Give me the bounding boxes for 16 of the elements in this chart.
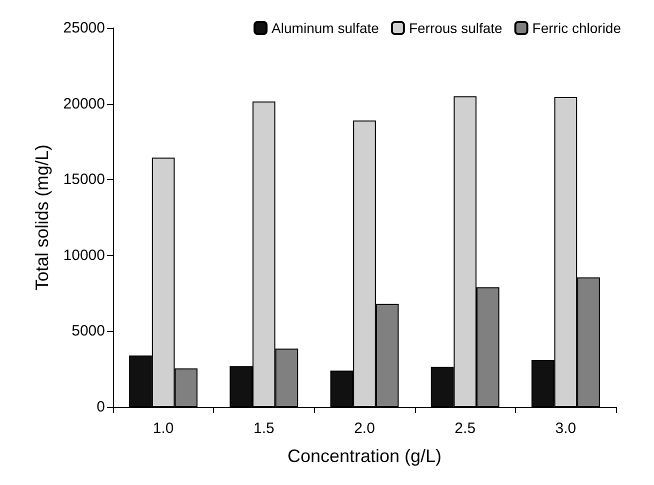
legend-label: Ferric chloride — [532, 20, 622, 36]
legend-label: Aluminum sulfate — [272, 20, 380, 36]
y-tick-label: 5000 — [72, 322, 105, 340]
y-axis-title: Total solids (mg/L) — [32, 144, 52, 291]
y-tick-label: 20000 — [63, 95, 105, 112]
y-tick-label: 10000 — [63, 246, 105, 264]
x-tick-label: 2.5 — [454, 420, 476, 437]
y-tick-label: 25000 — [63, 20, 105, 36]
x-axis-title: Concentration (g/L) — [287, 446, 442, 466]
x-tick-label: 1.0 — [152, 420, 174, 437]
y-tick-label: 15000 — [63, 171, 105, 188]
legend-label: Ferrous sulfate — [408, 20, 503, 36]
x-tick-label: 2.0 — [354, 420, 375, 437]
x-tick-label: 1.5 — [253, 420, 274, 437]
x-tick-label: 3.0 — [555, 420, 576, 437]
y-tick-label: 0 — [96, 398, 105, 416]
